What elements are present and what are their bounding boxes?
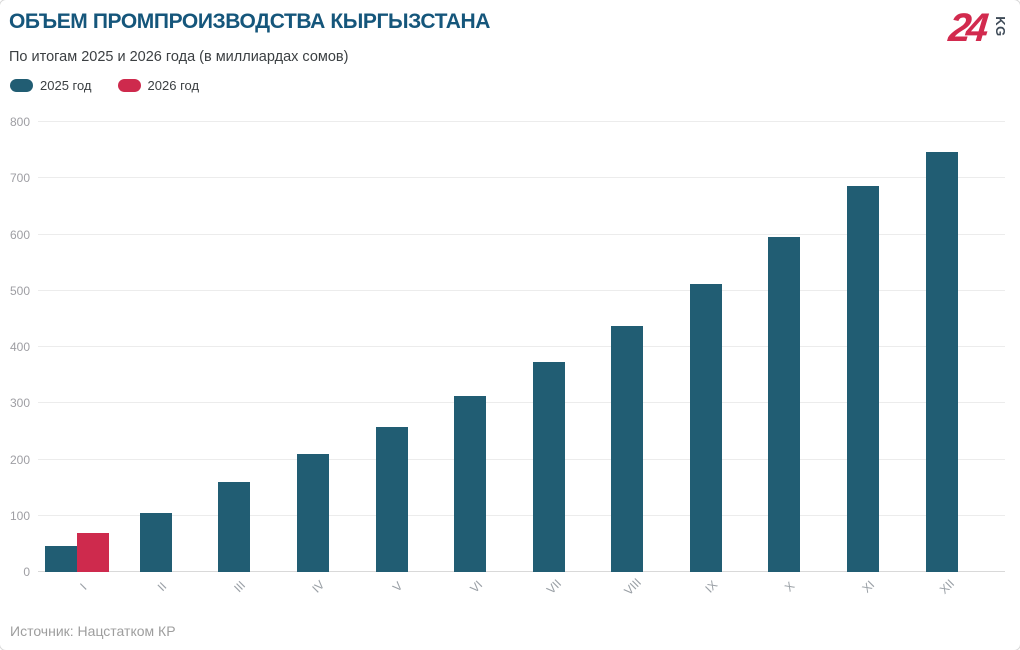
x-label-cell-IX: IX	[667, 574, 746, 596]
bar-2025-VII	[532, 361, 565, 572]
gridline-600	[38, 233, 1005, 235]
gridline-800	[38, 121, 1005, 122]
legend-swatch-2025	[10, 79, 33, 92]
bar-group-I	[38, 122, 117, 572]
logo-24-text: 24	[946, 6, 986, 50]
bar-2025-IX	[689, 284, 722, 572]
source-note: Источник: Нацстатком КР	[10, 623, 176, 639]
bar-group-XI	[824, 122, 903, 572]
legend-item-2026: 2026 год	[117, 78, 200, 93]
page-subtitle: По итогам 2025 и 2026 года (в миллиардах…	[9, 49, 349, 65]
x-label-III: III	[231, 578, 249, 596]
bar-group-IX	[667, 122, 746, 572]
bar-chart-plot-area: 0 100 200 300 400 500 600 700 800	[10, 115, 1005, 579]
bar-2025-XI	[847, 185, 880, 572]
y-tick-400: 400	[9, 340, 30, 354]
bar-2025-V	[375, 427, 408, 572]
bar-2025-VIII	[611, 325, 644, 572]
legend-swatch-2026	[117, 79, 141, 92]
bar-group-XII	[902, 122, 981, 572]
bar-group-II	[117, 122, 196, 572]
bar-2025-X	[768, 236, 801, 572]
y-tick-600: 600	[9, 227, 30, 242]
bar-group-VIII	[588, 122, 667, 572]
x-label-cell-III: III	[195, 574, 274, 595]
y-tick-200: 200	[9, 452, 30, 467]
bar-group-IV	[274, 122, 353, 572]
x-label-XII: XII	[937, 576, 958, 597]
bar-group-III	[195, 122, 274, 572]
gridline-500	[38, 289, 1005, 291]
gridline-700	[38, 177, 1005, 179]
x-label-cell-VIII: VIII	[588, 574, 667, 598]
bar-group-VI	[431, 122, 510, 572]
x-label-cell-II: II	[117, 574, 196, 594]
bar-group-V	[352, 122, 431, 572]
bar-2025-I	[45, 545, 78, 572]
gridline-200	[38, 458, 1005, 460]
gridline-400	[38, 346, 1005, 347]
legend-label-2026: 2026 год	[147, 78, 200, 93]
x-label-X: X	[782, 578, 798, 595]
x-label-cell-VII: VII	[509, 574, 588, 597]
x-label-II: II	[154, 579, 169, 594]
x-label-XI: XI	[859, 577, 878, 596]
y-tick-100: 100	[9, 508, 30, 523]
x-label-I: I	[76, 580, 90, 593]
page-title: ОБЪЕМ ПРОМПРОИЗВОДСТВА КЫРГЫЗСТАНА	[9, 10, 491, 33]
x-label-IX: IX	[702, 577, 721, 596]
y-tick-800: 800	[9, 115, 30, 129]
legend-item-2025: 2025 год	[10, 78, 92, 93]
bar-2025-VI	[454, 395, 487, 572]
bar-2025-III	[218, 482, 251, 572]
x-label-cell-VI: VI	[431, 574, 510, 596]
x-label-VIII: VIII	[621, 575, 645, 598]
y-tick-500: 500	[9, 283, 30, 298]
x-label-V: V	[389, 578, 406, 595]
bar-2026-I	[77, 532, 110, 572]
x-label-cell-IV: IV	[274, 574, 353, 596]
x-label-cell-V: V	[352, 574, 431, 595]
x-label-IV: IV	[309, 577, 328, 596]
bar-group-X	[745, 122, 824, 572]
chart-legend: 2025 год 2026 год	[10, 78, 199, 93]
gridline-100	[38, 514, 1005, 516]
x-label-cell-XII: XII	[902, 574, 981, 597]
x-label-cell-XI: XI	[824, 574, 903, 596]
y-tick-700: 700	[9, 171, 30, 186]
x-label-cell-X: X	[745, 574, 824, 595]
gridline-0	[38, 571, 1005, 572]
y-tick-0: 0	[23, 565, 30, 579]
x-axis-labels: I II III IV V VI VII VIII IX X XI XII	[38, 574, 1005, 598]
legend-label-2025: 2025 год	[40, 78, 92, 93]
bar-2025-IV	[297, 453, 330, 572]
bar-2025-XII	[925, 152, 958, 572]
logo-24kg: 24 KG	[946, 6, 1010, 50]
x-label-VII: VII	[544, 576, 565, 597]
x-label-cell-I: I	[38, 574, 117, 593]
x-label-VI: VI	[466, 577, 485, 596]
bar-group-VII	[509, 122, 588, 572]
logo-kg-text: KG	[992, 16, 1008, 37]
bars-row	[38, 122, 1005, 572]
bar-2025-II	[139, 512, 172, 572]
gridline-300	[38, 402, 1005, 404]
y-tick-300: 300	[9, 396, 30, 411]
